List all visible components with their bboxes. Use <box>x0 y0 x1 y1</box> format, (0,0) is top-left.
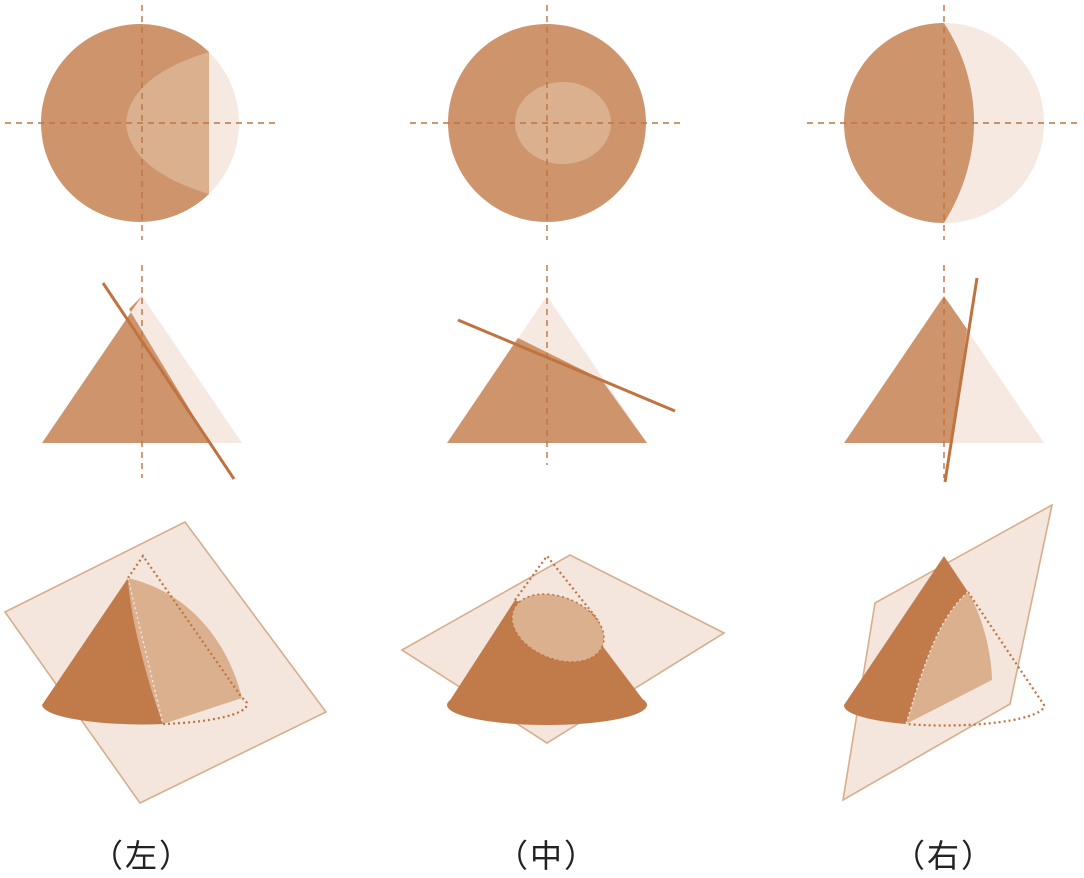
caption-left: （左） <box>90 837 193 875</box>
cone-front-face <box>844 556 968 724</box>
front-view-middle <box>447 265 676 465</box>
top-view-left <box>5 5 278 240</box>
front-view-left <box>42 265 242 480</box>
ellipse-section-region <box>515 82 611 164</box>
hyperbola-section <box>906 592 992 724</box>
parabola-section-region <box>126 52 209 194</box>
cutting-plane-line <box>101 282 236 480</box>
iso-view-middle <box>400 554 726 744</box>
top-view-right <box>807 5 1080 240</box>
cutting-plane-line <box>457 318 676 413</box>
cut-away-region <box>209 52 240 194</box>
iso-view-left <box>3 520 328 805</box>
kept-region <box>42 296 210 443</box>
caption-right: （右） <box>892 837 995 875</box>
top-view-middle <box>410 5 684 240</box>
parabola-axis-hint <box>127 577 164 725</box>
hidden-cone-outline <box>905 591 1046 727</box>
cutting-plane-line <box>943 277 979 483</box>
ellipse-section-outline <box>511 593 605 663</box>
caption-middle: （中） <box>495 837 598 875</box>
front-view-right <box>844 265 1044 483</box>
hyperbola-outline <box>905 591 969 725</box>
ellipse-section <box>512 594 604 662</box>
iso-view-right <box>841 503 1054 802</box>
kept-region <box>844 296 967 443</box>
parabola-section <box>128 578 242 724</box>
